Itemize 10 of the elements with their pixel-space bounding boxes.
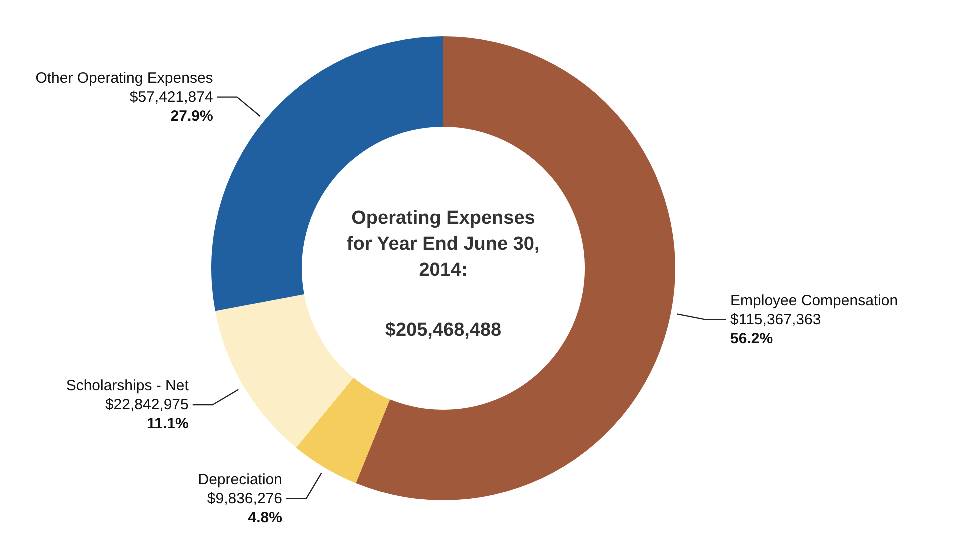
slice-label: Depreciation bbox=[198, 471, 282, 488]
text: $205,468,488 bbox=[385, 320, 502, 341]
slice-label: Employee Compensation bbox=[730, 292, 898, 310]
data-label: $9,836,276 4.8% bbox=[207, 490, 282, 526]
slice-label: Scholarships - Net bbox=[66, 378, 190, 395]
data-label: $22,842,975 11.1% bbox=[105, 396, 189, 433]
data-label: $57,421,874 27.9% bbox=[130, 88, 214, 125]
slice-label: Other Operating Expenses bbox=[36, 70, 214, 87]
text: Operating Expenses for Year End June 30, 2014: bbox=[346, 208, 540, 281]
data-label: $115,367,363 56.2% bbox=[730, 311, 822, 348]
